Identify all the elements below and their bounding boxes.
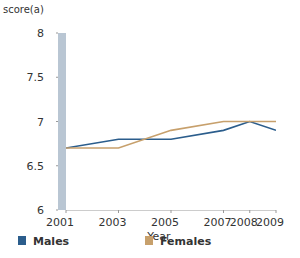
plot-area (66, 122, 276, 149)
y-axis-title: score(a) (3, 4, 44, 15)
y-tick-label: 6.5 (27, 160, 45, 173)
legend-label: Males (33, 235, 70, 248)
x-tick (66, 210, 67, 213)
y-tick (56, 77, 58, 78)
x-tick-label: 2008 (230, 216, 258, 229)
chart: score(a) 6 6.5 7 7.5 8 2001 2003 2005 20072008200… (0, 0, 300, 258)
x-tick-label: 2007 (204, 216, 232, 229)
legend-swatch (145, 236, 153, 245)
x-tick-label: 2003 (99, 216, 127, 229)
x-tick (171, 210, 172, 213)
y-tick (56, 165, 58, 166)
x-tick (223, 210, 224, 213)
y-tick (56, 210, 58, 211)
series-line (66, 122, 276, 149)
legend-swatch (18, 236, 26, 245)
x-tick-label: 2009 (256, 216, 284, 229)
y-tick-label: 7.5 (27, 71, 45, 84)
series-line (66, 122, 276, 149)
x-tick-label: 2001 (46, 216, 74, 229)
y-tick (56, 121, 58, 122)
x-tick (249, 210, 250, 213)
x-tick-label: 2005 (151, 216, 179, 229)
y-tick-label: 8 (37, 27, 44, 40)
legend-label: Females (160, 235, 212, 248)
axis-break (58, 33, 66, 210)
y-tick-label: 7 (37, 116, 44, 129)
x-tick (276, 210, 277, 213)
y-tick-label: 6 (37, 204, 44, 217)
y-tick (56, 33, 58, 34)
x-tick (118, 210, 119, 213)
